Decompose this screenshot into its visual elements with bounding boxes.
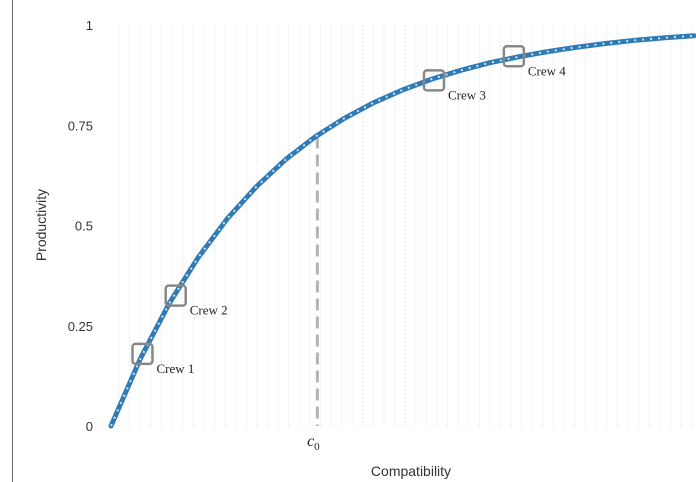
grid	[118, 25, 692, 426]
crew-marker	[131, 342, 154, 366]
y-tick-label: 0.25	[68, 319, 93, 334]
crew-label: Crew 4	[528, 63, 566, 78]
crew-marker	[422, 69, 446, 92]
productivity-curve	[108, 33, 696, 429]
crew-label: Crew 2	[190, 303, 228, 318]
c0-label: c0	[307, 433, 320, 453]
c0-subscript: 0	[314, 441, 320, 453]
chart-frame	[12, 0, 696, 482]
crew-label: Crew 3	[448, 87, 486, 102]
crew-markers: Crew 1 Crew 2 Crew 3 Crew 4	[131, 45, 566, 376]
productivity-curve-dots	[110, 34, 695, 427]
crew-marker	[164, 284, 187, 307]
y-tick-label: 0.75	[68, 118, 93, 133]
y-tick-label: 0	[86, 419, 93, 434]
x-axis-title: Compatibility	[371, 463, 451, 479]
y-axis-title: Productivity	[33, 189, 49, 261]
y-axis-ticks: 0 0.25 0.5 0.75 1	[68, 18, 93, 434]
crew-label: Crew 1	[156, 361, 194, 376]
crew-marker	[502, 45, 526, 68]
y-tick-label: 0.5	[75, 219, 93, 234]
y-tick-label: 1	[86, 18, 93, 33]
